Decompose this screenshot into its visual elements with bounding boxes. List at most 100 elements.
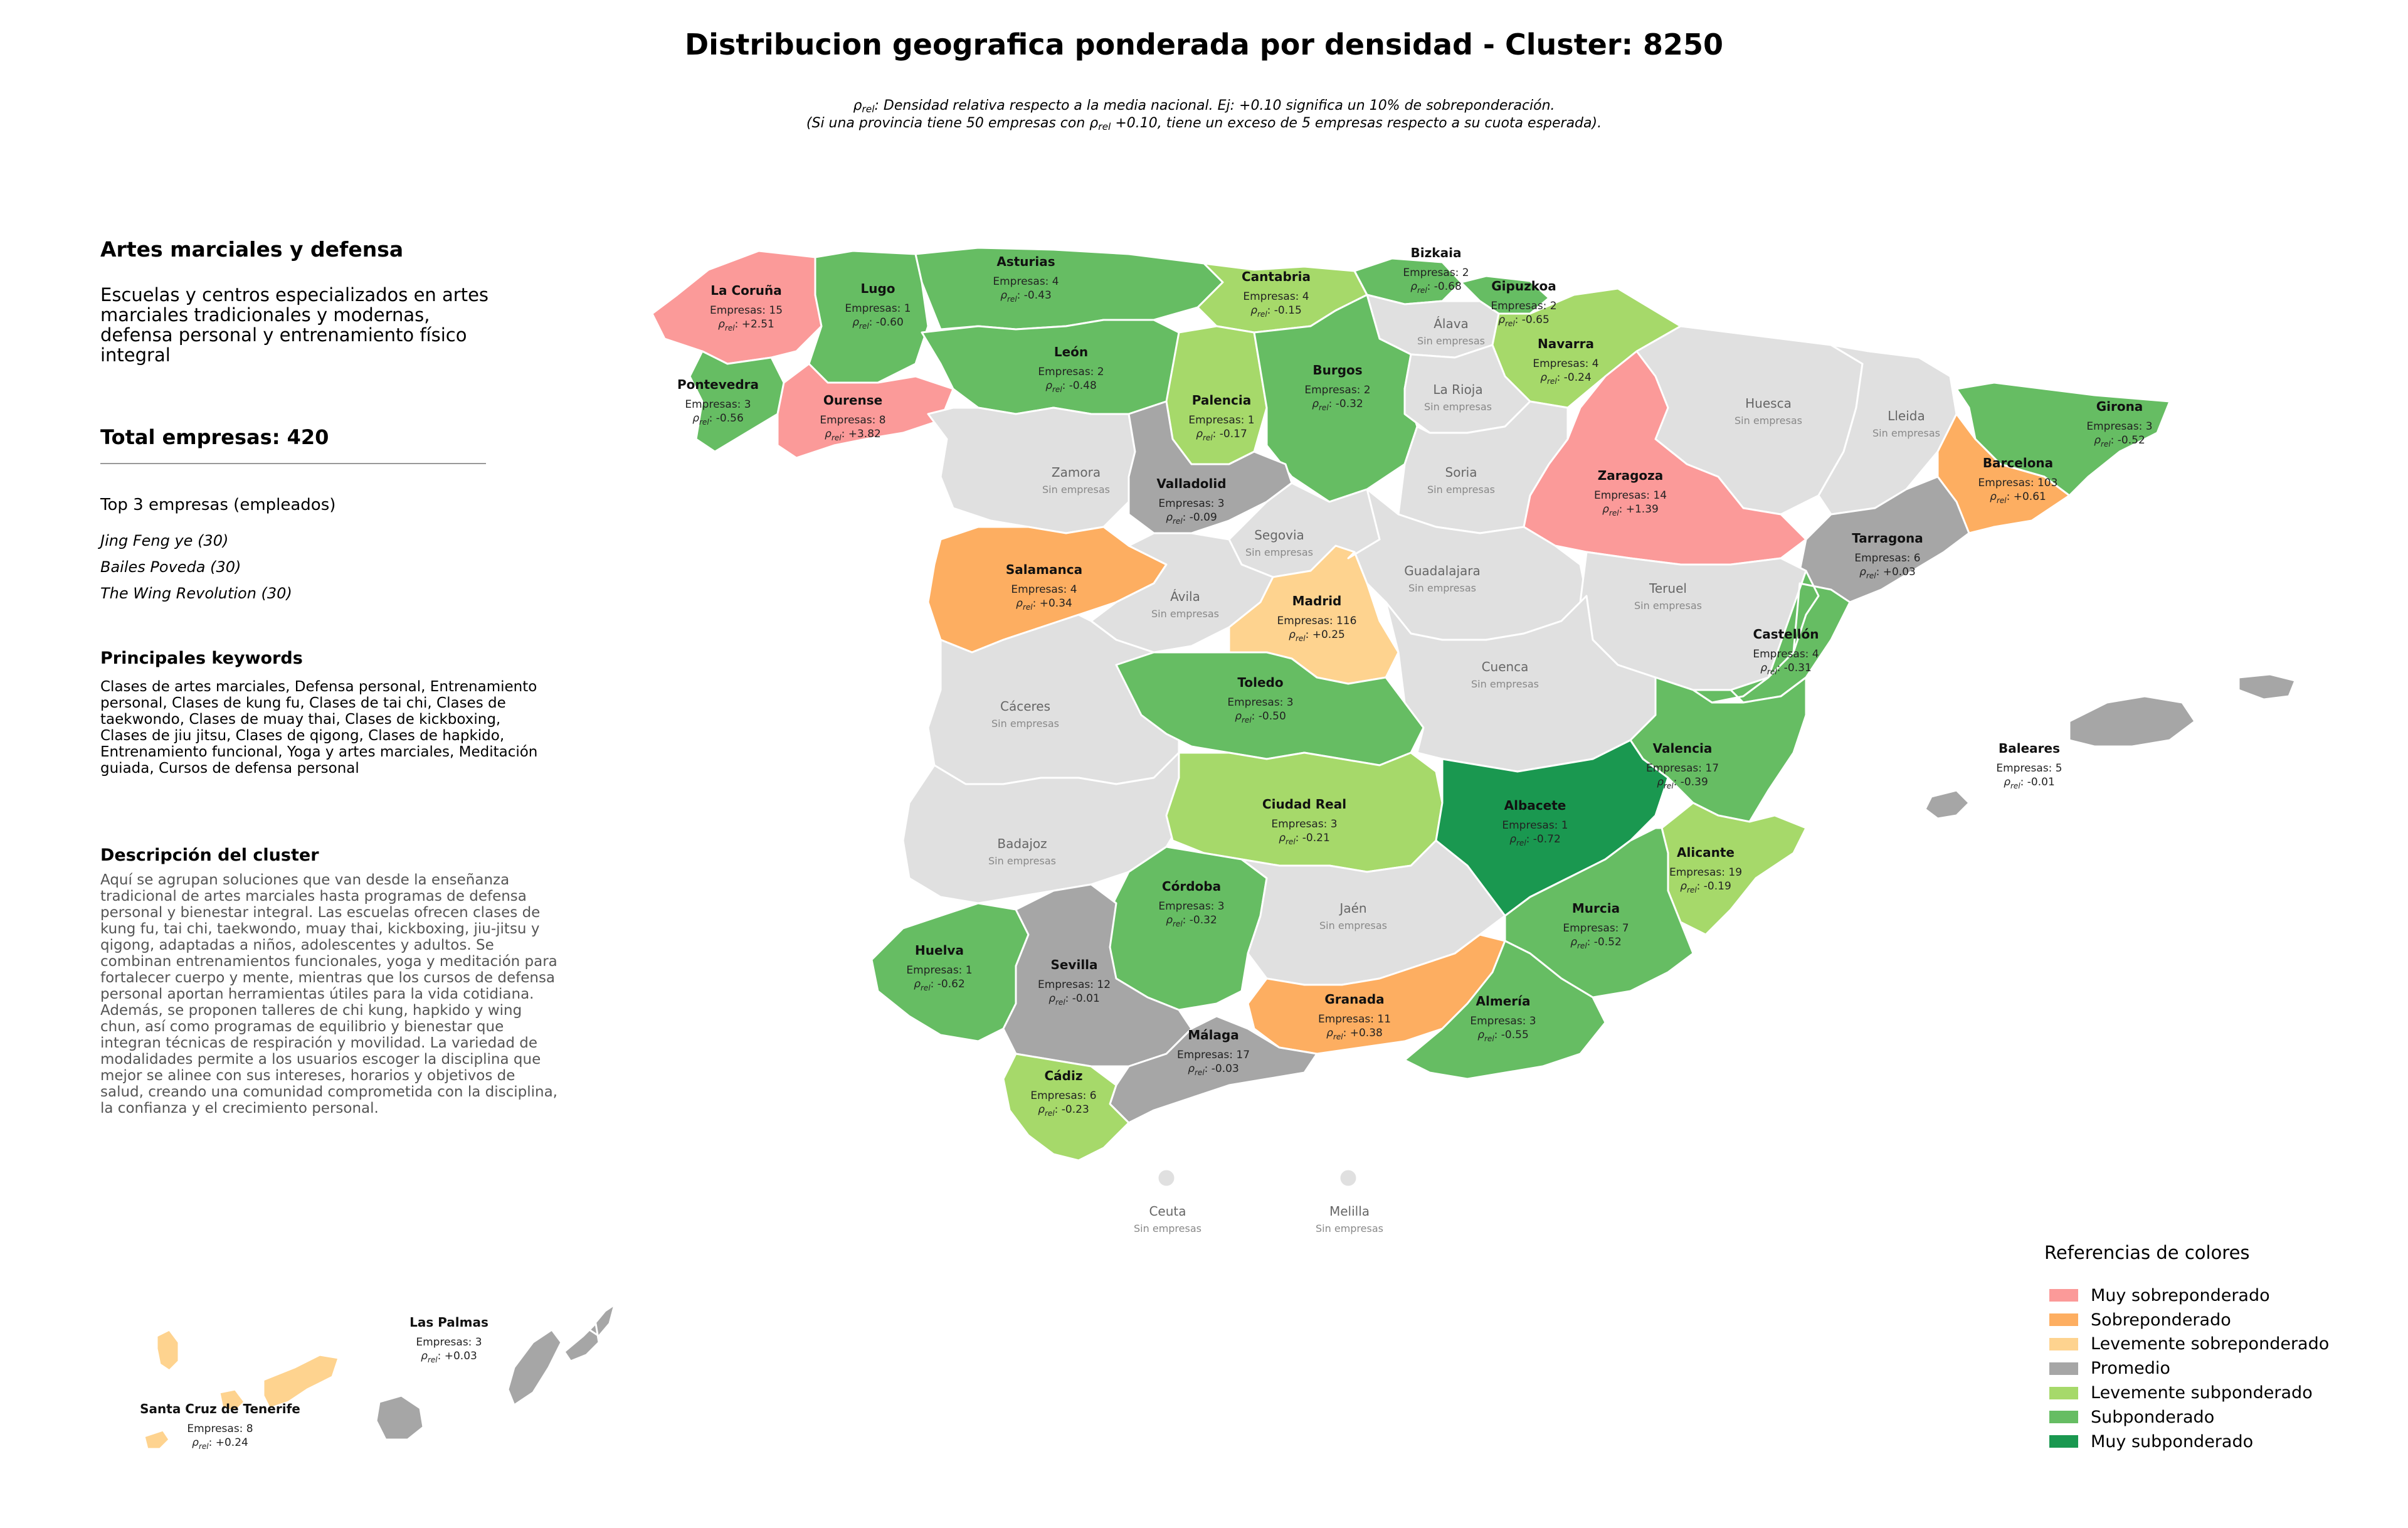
category-description: Escuelas y centros especializados en art… xyxy=(100,284,489,366)
legend-item: Muy subponderado xyxy=(2044,1430,2395,1454)
province-name: La Rioja xyxy=(1433,382,1482,397)
province-empresas: Empresas: 19 xyxy=(1669,866,1742,879)
province-rho: ρrel: -0.01 xyxy=(2004,776,2055,790)
province-name: León xyxy=(1054,344,1088,359)
province-name: Badajoz xyxy=(997,836,1047,851)
province-name: Salamanca xyxy=(1006,562,1082,577)
province-rho: ρrel: +0.34 xyxy=(1016,597,1072,612)
province-no-data: Sin empresas xyxy=(1424,401,1492,413)
province-name: Guadalajara xyxy=(1404,563,1480,578)
province-name: Ceuta xyxy=(1149,1204,1186,1219)
province-name: Cáceres xyxy=(1000,699,1050,714)
province-rho: ρrel: -0.48 xyxy=(1045,379,1097,394)
province-name: Zaragoza xyxy=(1598,468,1664,483)
province-rho: ρrel: -0.52 xyxy=(2094,434,2145,448)
province-name: Alicante xyxy=(1677,845,1735,860)
rho-subscript: rel xyxy=(1098,120,1111,132)
list-item: The Wing Revolution (30) xyxy=(100,585,292,602)
province-avila xyxy=(1090,532,1274,654)
province-name: Jaén xyxy=(1338,901,1366,916)
province-name: Las Palmas xyxy=(409,1315,488,1330)
province-empresas: Empresas: 7 xyxy=(1563,922,1629,935)
province-rho: ρrel: +0.38 xyxy=(1326,1027,1383,1041)
province-name: Almería xyxy=(1476,994,1531,1009)
legend-swatch xyxy=(2049,1289,2078,1302)
province-empresas: Empresas: 103 xyxy=(1978,477,2058,489)
province-label-avila: Ávila Sin empresas xyxy=(1151,589,1219,620)
province-empresas: Empresas: 4 xyxy=(1011,583,1077,596)
province-name: Ciudad Real xyxy=(1262,797,1346,812)
province-empresas: Empresas: 17 xyxy=(1177,1049,1250,1061)
province-empresas: Empresas: 4 xyxy=(1243,290,1309,303)
province-empresas: Empresas: 12 xyxy=(1038,979,1111,991)
province-empresas: Empresas: 3 xyxy=(685,398,751,411)
list-item: Bailes Poveda (30) xyxy=(100,558,241,576)
province-name: Huelva xyxy=(915,943,964,958)
top-companies-list: Jing Feng ye (30) Bailes Poveda (30) The… xyxy=(100,532,292,611)
province-empresas: Empresas: 1 xyxy=(1188,414,1254,427)
legend-swatch xyxy=(2049,1411,2078,1424)
legend-item: Sobreponderado xyxy=(2044,1308,2395,1332)
province-rho: ρrel: -0.21 xyxy=(1279,832,1330,846)
province-name: Murcia xyxy=(1572,901,1620,916)
map-title: Distribucion geografica ponderada por de… xyxy=(685,28,1723,61)
province-label-ceuta: Ceuta Sin empresas xyxy=(1134,1204,1201,1234)
province-ourense xyxy=(776,363,954,459)
province-name: Granada xyxy=(1324,992,1384,1007)
legend-item: Levemente subponderado xyxy=(2044,1381,2395,1405)
province-almeria xyxy=(1403,940,1607,1080)
province-empresas: Empresas: 3 xyxy=(1227,696,1293,709)
category-title: Artes marciales y defensa xyxy=(100,237,404,262)
province-no-data: Sin empresas xyxy=(1316,1223,1383,1234)
province-rho: ρrel: -0.60 xyxy=(852,316,904,331)
top-companies-title: Top 3 empresas (empleados) xyxy=(100,496,336,514)
province-empresas: Empresas: 1 xyxy=(1502,819,1568,832)
province-rho: ρrel: +0.03 xyxy=(421,1350,477,1364)
province-name: Castellón xyxy=(1753,627,1819,642)
province-label-cuenca: Cuenca Sin empresas xyxy=(1471,659,1539,690)
province-rho: ρrel: +3.82 xyxy=(825,428,881,442)
province-empresas: Empresas: 4 xyxy=(1753,648,1819,661)
subtitle-line-2-suffix: +0.10, tiene un exceso de 5 empresas res… xyxy=(1111,115,1602,131)
province-label-soria: Soria Sin empresas xyxy=(1427,465,1495,496)
province-rho: ρrel: +2.51 xyxy=(718,318,774,332)
province-label-zamora: Zamora Sin empresas xyxy=(1042,465,1110,496)
province-name: Toledo xyxy=(1237,675,1283,690)
legend-swatch xyxy=(2049,1337,2078,1350)
province-rho: ρrel: -0.31 xyxy=(1760,662,1812,676)
legend-item: Promedio xyxy=(2044,1356,2395,1381)
province-name: Melilla xyxy=(1329,1204,1370,1219)
province-label-madrid: Madrid Empresas: 116 ρrel: +0.25 xyxy=(1277,593,1357,643)
legend-label: Levemente subponderado xyxy=(2091,1383,2313,1403)
legend-label: Levemente sobreponderado xyxy=(2091,1334,2330,1354)
subtitle-line-1: ρrel: Densidad relativa respecto a la me… xyxy=(0,98,2408,115)
province-name: Huesca xyxy=(1745,396,1792,411)
legend-title: Referencias de colores xyxy=(2044,1242,2250,1263)
province-rho: ρrel: -0.03 xyxy=(1188,1063,1239,1077)
legend-swatch xyxy=(2049,1313,2078,1327)
province-cadiz xyxy=(1002,1053,1130,1162)
province-name: Girona xyxy=(2096,399,2143,414)
legend-item: Muy sobreponderado xyxy=(2044,1283,2395,1308)
province-name: Palencia xyxy=(1192,393,1251,408)
province-rho: ρrel: -0.62 xyxy=(914,978,965,992)
province-no-data: Sin empresas xyxy=(1245,546,1313,558)
province-name: Valladolid xyxy=(1156,476,1226,491)
legend-label: Muy subponderado xyxy=(2091,1431,2254,1451)
